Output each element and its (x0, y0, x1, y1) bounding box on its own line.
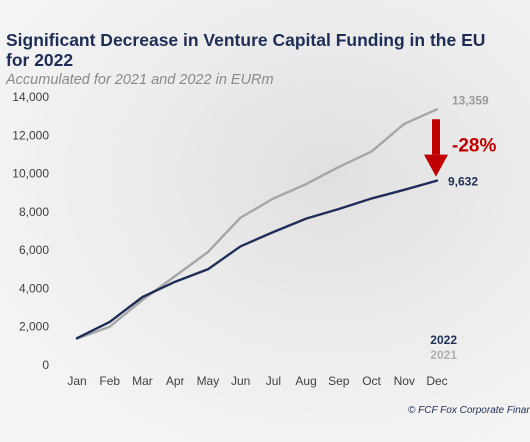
x-tick-label: Aug (295, 374, 316, 388)
x-axis: Jan Feb Mar Apr May Jun Jul Aug Sep Oct Nov Dec (67, 374, 447, 388)
end-label-2021: 13,359 (452, 93, 489, 107)
x-tick-label: Nov (394, 374, 415, 388)
x-tick-label: Apr (166, 374, 185, 388)
y-tick-label: 8,000 (19, 205, 49, 219)
x-tick-label: Jan (67, 374, 86, 388)
source-credit: © FCF Fox Corporate Finance (408, 405, 530, 416)
y-tick-label: 10,000 (12, 167, 49, 181)
x-tick-label: Mar (132, 374, 153, 388)
x-tick-label: Jul (266, 374, 281, 388)
x-tick-label: Dec (426, 374, 447, 388)
chart-subtitle: Accumulated for 2021 and 2022 in EURm (6, 72, 274, 88)
x-tick-label: May (197, 374, 220, 388)
change-annotation: -28% (424, 119, 496, 177)
y-tick-label: 12,000 (12, 128, 49, 142)
legend-item-2021: 2021 (430, 348, 457, 362)
arrow-shaft (432, 119, 440, 155)
y-tick-label: 0 (42, 358, 49, 372)
change-percentage: -28% (452, 135, 496, 156)
y-axis: 0 2,000 4,000 6,000 8,000 10,000 12,000 14,000 (12, 90, 49, 372)
series-group (75, 108, 439, 340)
x-tick-label: Feb (99, 374, 120, 388)
x-tick-label: Sep (328, 374, 350, 388)
y-tick-label: 6,000 (19, 243, 49, 257)
y-tick-label: 2,000 (19, 320, 49, 334)
chart-title: Significant Decrease in Venture Capital … (6, 30, 486, 70)
series-line-2022 (75, 179, 439, 340)
series-line-2021 (75, 108, 439, 340)
x-tick-label: Jun (231, 374, 250, 388)
y-tick-label: 14,000 (12, 90, 49, 104)
y-tick-label: 4,000 (19, 281, 49, 295)
legend-item-2022: 2022 (430, 333, 457, 347)
end-labels: 9,632 13,359 (448, 93, 489, 188)
arrow-down-icon (424, 154, 448, 177)
x-tick-label: Oct (362, 374, 381, 388)
end-label-2022: 9,632 (448, 175, 478, 189)
